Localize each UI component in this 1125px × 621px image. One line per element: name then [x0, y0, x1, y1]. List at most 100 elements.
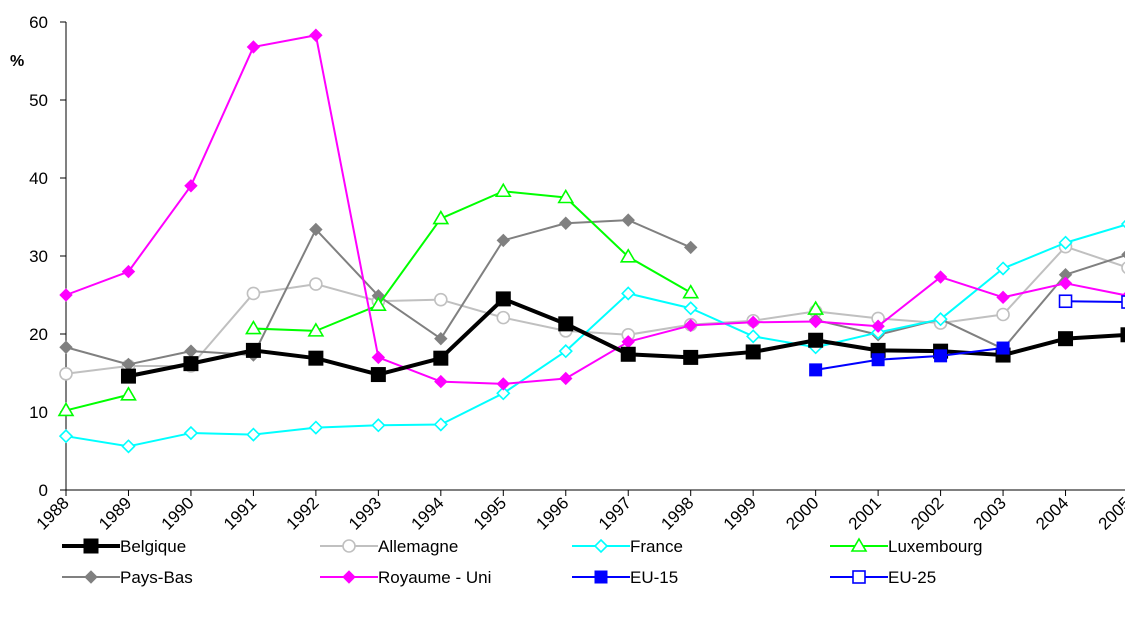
legend-item-eu-15: EU-15 [572, 568, 678, 587]
x-tick-label: 1990 [158, 493, 198, 533]
data-point-royaume-uni [309, 28, 323, 42]
data-point-allemagne [246, 286, 261, 301]
legend-label: Royaume - Uni [378, 568, 491, 587]
data-point-belgique [120, 368, 136, 384]
series-line-eu-25 [1065, 300, 1125, 303]
series-line-luxembourg [253, 190, 692, 332]
y-tick-label: 20 [29, 325, 48, 344]
data-point-pays-bas [309, 222, 323, 237]
data-point-luxembourg [432, 209, 450, 225]
x-tick-label: 1992 [283, 493, 323, 533]
data-point-luxembourg [307, 322, 325, 337]
data-point-pays-bas [184, 344, 198, 358]
legend-item-pays-bas: Pays-Bas [62, 568, 193, 587]
legend-label: Belgique [120, 537, 186, 556]
data-point-royaume-uni [933, 270, 948, 284]
data-point-pays-bas [559, 216, 573, 230]
legend-marker [593, 538, 609, 554]
legend: Belgique Allemagne France Luxembourg Pays-Ba… [62, 537, 983, 587]
legend-item-royaume-uni: Royaume - Uni [320, 568, 491, 587]
data-point-france [746, 329, 761, 344]
legend-item-luxembourg: Luxembourg [830, 537, 983, 556]
data-point-pays-bas [1121, 250, 1125, 259]
legend-marker [83, 538, 99, 554]
x-tick-label: 2000 [782, 493, 822, 533]
data-point-eu-25 [1121, 295, 1125, 309]
data-point-belgique [245, 342, 261, 358]
data-point-france [308, 420, 324, 435]
legend-marker [342, 539, 356, 553]
data-point-france [683, 301, 698, 316]
series-eu-25 [1058, 294, 1125, 309]
data-point-royaume-uni [184, 179, 198, 193]
x-tick-label: 1997 [595, 493, 635, 533]
legend-marker [342, 570, 356, 584]
data-point-belgique [183, 356, 199, 372]
data-point-france [121, 439, 136, 454]
data-point-royaume-uni [871, 319, 885, 333]
data-point-pays-bas [683, 240, 698, 255]
series-pays-bas [59, 213, 1125, 372]
data-point-luxembourg [245, 319, 262, 335]
x-tick-label: 2003 [970, 493, 1010, 533]
series-line-pays-bas [815, 254, 1125, 350]
series-line-allemagne [65, 245, 1125, 375]
data-point-belgique [808, 332, 824, 348]
data-point-luxembourg [494, 182, 512, 198]
data-point-royaume-uni [746, 315, 760, 330]
data-point-royaume-uni [1058, 276, 1073, 291]
legend-item-allemagne: Allemagne [320, 537, 458, 556]
data-point-france [496, 386, 511, 401]
data-point-luxembourg [557, 188, 575, 204]
data-point-france [621, 286, 636, 301]
data-point-royaume-uni [559, 371, 573, 386]
y-axis-label: % [10, 53, 24, 70]
data-point-eu-15 [996, 341, 1010, 355]
x-tick-label: 2004 [1032, 493, 1072, 533]
x-tick-label: 1999 [720, 493, 760, 533]
data-point-royaume-uni [434, 374, 448, 389]
legend-marker [850, 537, 868, 552]
legend-item-eu-25: EU-25 [830, 568, 936, 587]
data-point-allemagne [434, 292, 448, 307]
data-point-luxembourg [807, 300, 825, 315]
data-point-eu-15 [871, 353, 885, 367]
legend-marker [594, 570, 608, 584]
data-point-pays-bas [434, 331, 448, 346]
x-tick-label: 1989 [95, 493, 135, 533]
series-line-royaume-uni [65, 34, 1125, 385]
data-point-pays-bas [496, 233, 511, 248]
data-point-luxembourg [120, 386, 137, 401]
data-point-pays-bas [59, 340, 73, 354]
data-point-luxembourg [619, 248, 637, 263]
x-tick-label: 1994 [407, 493, 447, 533]
series-line-luxembourg [65, 393, 129, 412]
x-tick-label: 1995 [470, 493, 510, 533]
data-point-belgique [558, 316, 574, 332]
series-luxembourg [57, 182, 825, 417]
data-point-royaume-uni [371, 350, 386, 365]
x-tick-label: 1993 [345, 493, 385, 533]
data-point-eu-15 [809, 363, 823, 377]
data-point-france [1058, 235, 1073, 250]
series-line-eu-15 [815, 347, 1004, 371]
legend-label: EU-15 [630, 568, 678, 587]
data-point-belgique [620, 346, 636, 362]
data-point-france [183, 425, 199, 441]
data-point-royaume-uni [496, 377, 511, 391]
data-point-belgique [1120, 327, 1125, 343]
data-point-allemagne [496, 310, 511, 325]
data-point-belgique [1058, 331, 1074, 347]
data-point-france [995, 261, 1011, 276]
plot-area [57, 28, 1125, 454]
legend-marker [84, 570, 98, 584]
y-tick-label: 50 [29, 91, 48, 110]
data-point-france [1120, 219, 1125, 229]
data-point-france [58, 429, 74, 444]
data-point-belgique [683, 349, 699, 365]
data-point-allemagne [309, 277, 323, 291]
y-tick-label: 10 [29, 403, 48, 422]
x-tick-label: 2005 [1095, 493, 1125, 533]
data-point-allemagne [59, 366, 73, 381]
